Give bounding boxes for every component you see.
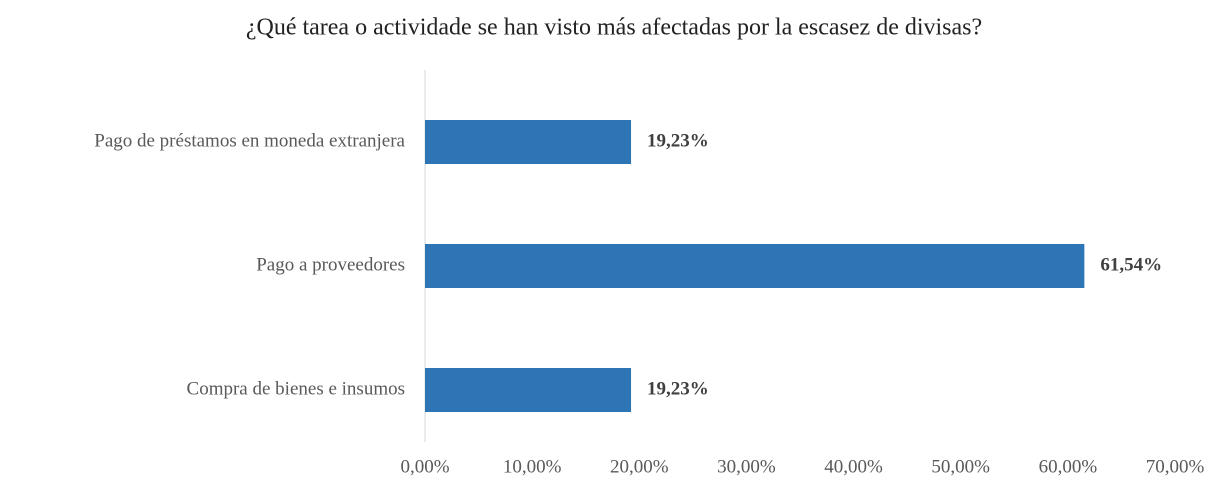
value-label: 19,23% [647,378,709,399]
value-label: 19,23% [647,130,709,151]
y-tick-label: Pago a proveedores [256,254,405,275]
x-tick-label: 60,00% [1039,456,1098,477]
y-tick-label: Compra de bienes e insumos [187,378,405,399]
bar [425,368,632,412]
x-tick-label: 0,00% [400,456,449,477]
x-tick-label: 30,00% [717,456,776,477]
x-tick-label: 50,00% [931,456,990,477]
x-tick-label: 20,00% [610,456,669,477]
x-tick-label: 10,00% [503,456,562,477]
x-tick-label: 70,00% [1146,456,1205,477]
chart-title: ¿Qué tarea o actividade se han visto más… [246,15,982,41]
y-tick-label: Pago de préstamos en moneda extranjera [94,130,405,151]
bar [425,244,1085,288]
value-label: 61,54% [1100,254,1162,275]
bar [425,120,632,164]
x-tick-label: 40,00% [824,456,883,477]
